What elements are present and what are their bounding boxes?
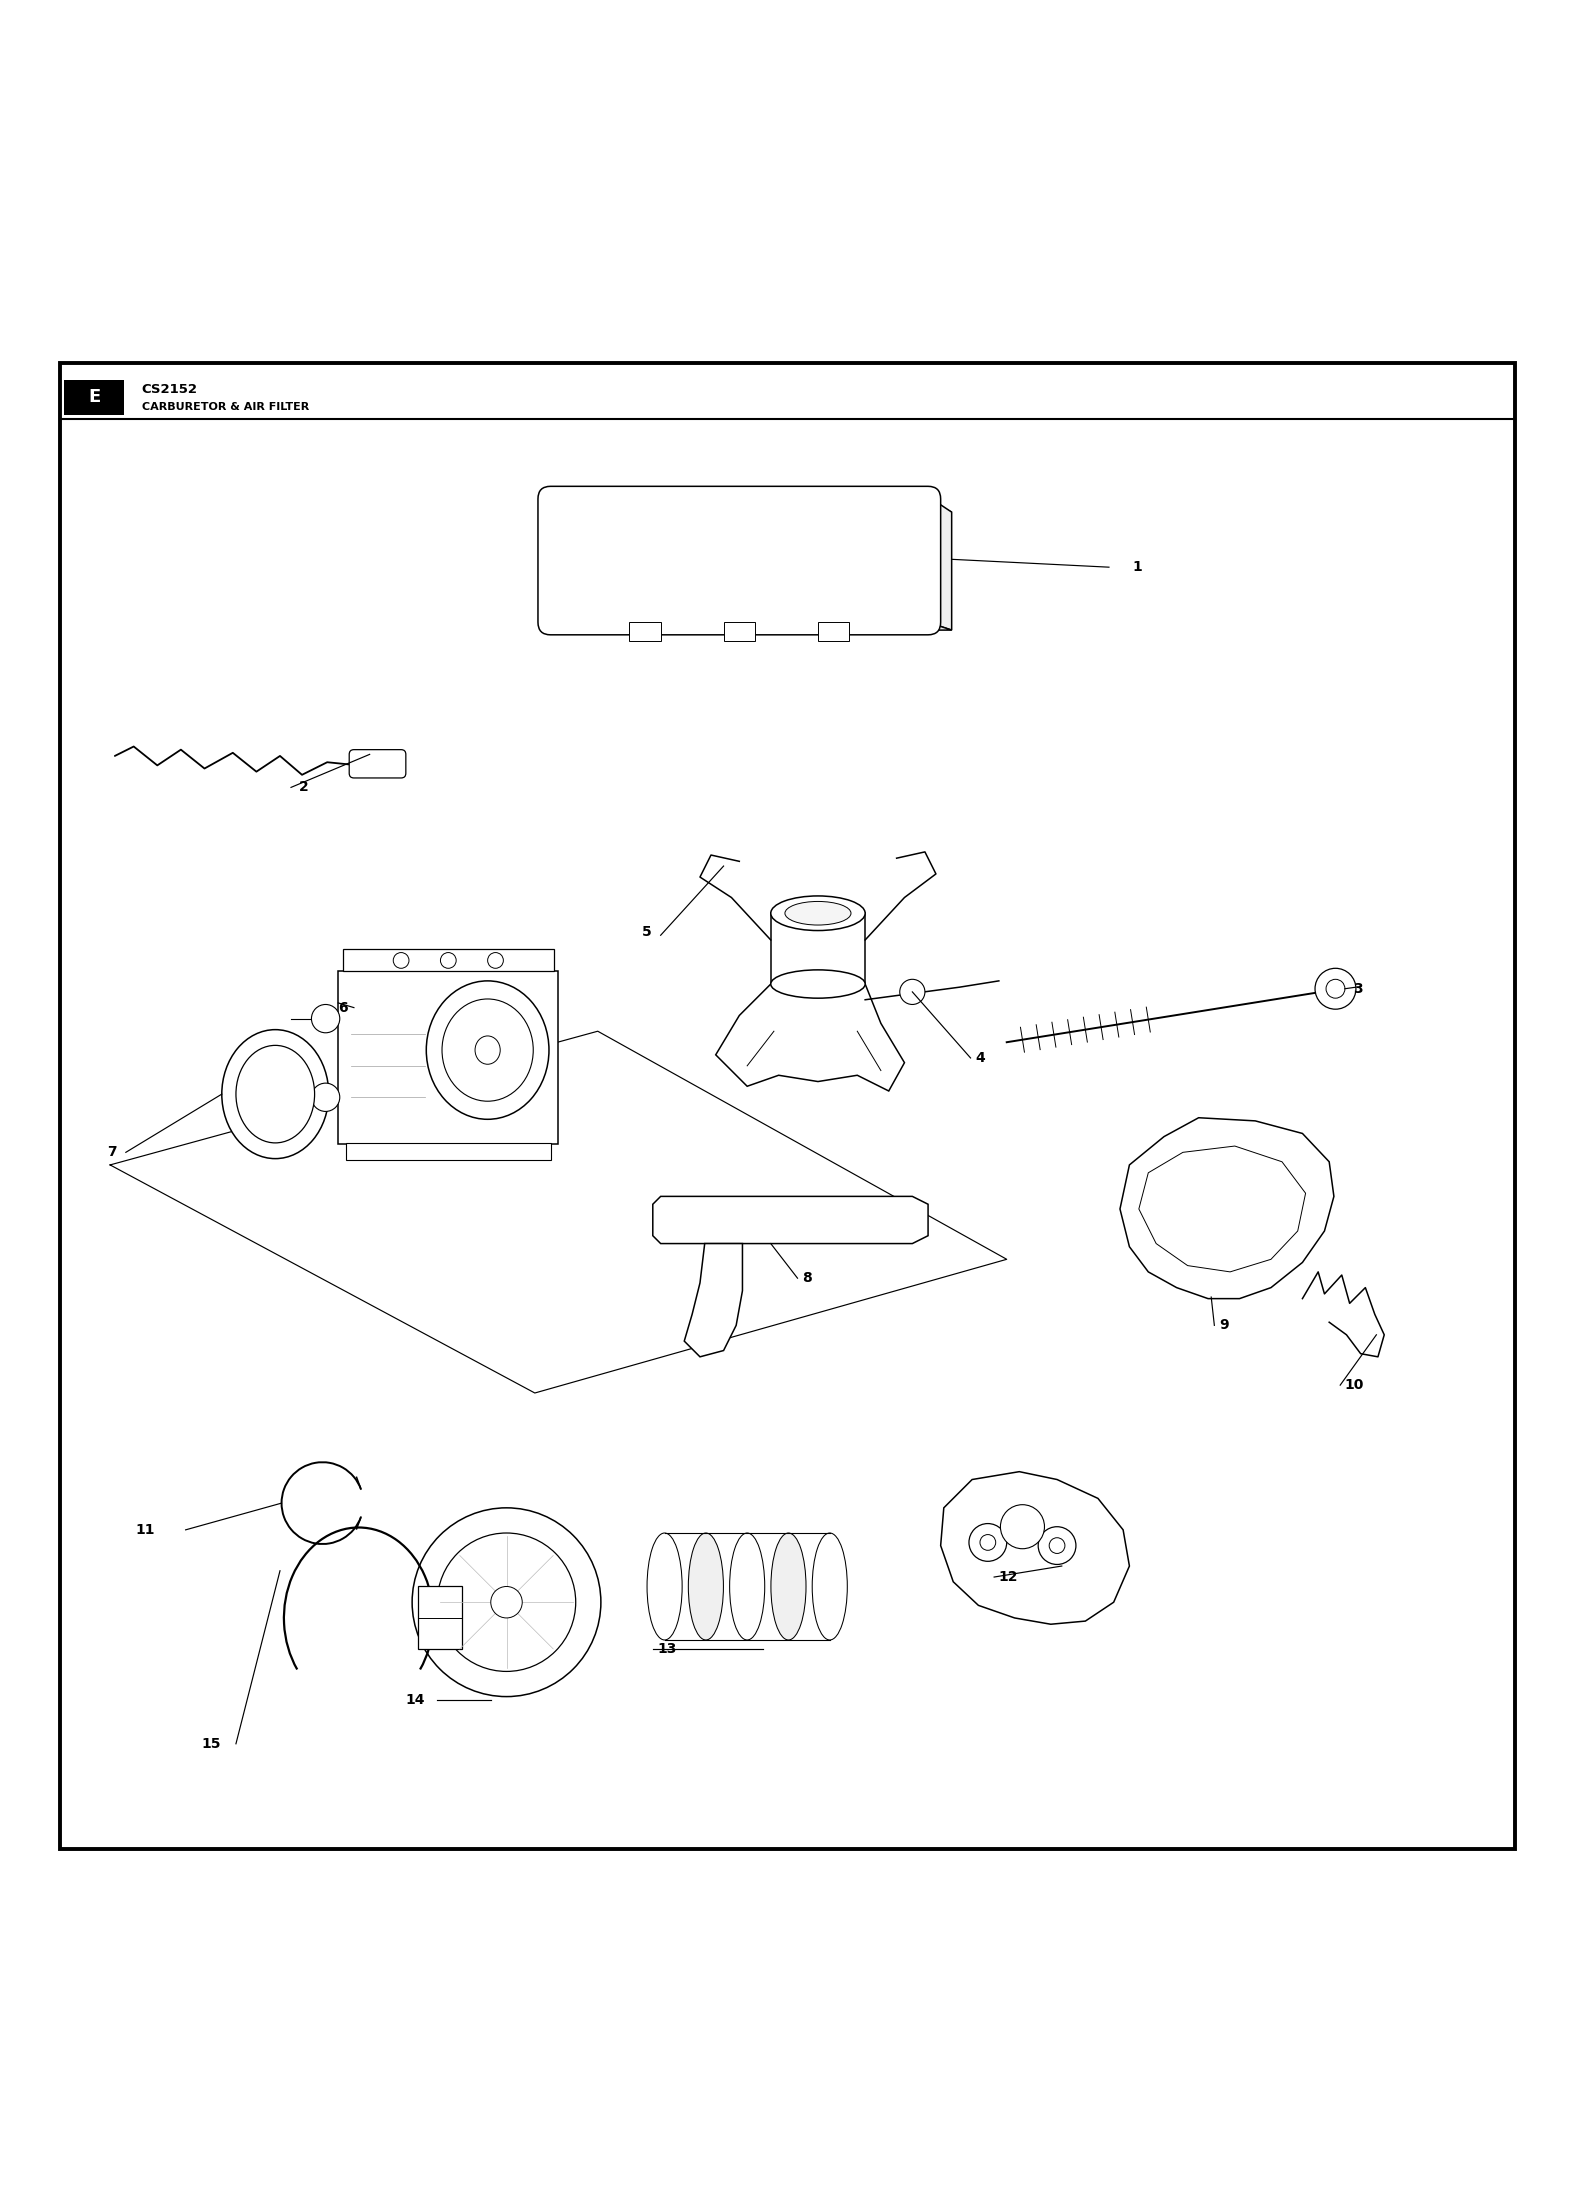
Circle shape bbox=[1038, 1527, 1076, 1565]
Text: 4: 4 bbox=[975, 1051, 985, 1065]
Text: 14: 14 bbox=[406, 1693, 425, 1706]
Ellipse shape bbox=[442, 998, 533, 1102]
Text: 3: 3 bbox=[1353, 981, 1362, 996]
Bar bbox=[818, 622, 849, 641]
Text: CARBURETOR & AIR FILTER: CARBURETOR & AIR FILTER bbox=[142, 401, 308, 412]
Ellipse shape bbox=[475, 1036, 500, 1065]
Polygon shape bbox=[684, 1243, 742, 1358]
Text: 13: 13 bbox=[658, 1642, 676, 1657]
Polygon shape bbox=[941, 1472, 1129, 1624]
Ellipse shape bbox=[771, 897, 865, 930]
Circle shape bbox=[1315, 968, 1356, 1009]
Text: 5: 5 bbox=[642, 926, 651, 939]
Text: 15: 15 bbox=[201, 1737, 220, 1750]
Ellipse shape bbox=[771, 1534, 805, 1640]
Circle shape bbox=[900, 979, 925, 1005]
Text: 6: 6 bbox=[338, 1001, 348, 1014]
Text: 9: 9 bbox=[1219, 1318, 1229, 1333]
Ellipse shape bbox=[647, 1534, 683, 1640]
Circle shape bbox=[440, 952, 456, 968]
Ellipse shape bbox=[426, 981, 549, 1120]
Ellipse shape bbox=[222, 1029, 329, 1159]
Circle shape bbox=[491, 1587, 522, 1618]
Polygon shape bbox=[653, 1197, 928, 1243]
Ellipse shape bbox=[785, 901, 851, 926]
FancyBboxPatch shape bbox=[349, 749, 406, 778]
Text: 7: 7 bbox=[107, 1146, 116, 1159]
Ellipse shape bbox=[771, 970, 865, 998]
Bar bbox=[338, 972, 558, 1144]
Bar bbox=[629, 622, 661, 641]
Ellipse shape bbox=[812, 1534, 848, 1640]
Text: 12: 12 bbox=[999, 1569, 1018, 1585]
Ellipse shape bbox=[1000, 1505, 1044, 1549]
Polygon shape bbox=[551, 622, 952, 630]
Polygon shape bbox=[1120, 1117, 1334, 1298]
Ellipse shape bbox=[730, 1534, 764, 1640]
Polygon shape bbox=[551, 496, 928, 622]
Text: 2: 2 bbox=[299, 780, 308, 793]
Circle shape bbox=[393, 952, 409, 968]
Polygon shape bbox=[566, 496, 952, 511]
Circle shape bbox=[488, 952, 503, 968]
Text: 10: 10 bbox=[1345, 1378, 1364, 1393]
Circle shape bbox=[311, 1005, 340, 1034]
Text: CS2152: CS2152 bbox=[142, 383, 198, 397]
FancyBboxPatch shape bbox=[538, 487, 941, 635]
Bar bbox=[64, 379, 124, 414]
Ellipse shape bbox=[689, 1534, 724, 1640]
Text: 1: 1 bbox=[1133, 560, 1142, 575]
Text: E: E bbox=[88, 388, 101, 406]
Text: 8: 8 bbox=[802, 1272, 812, 1285]
Circle shape bbox=[980, 1534, 996, 1549]
Circle shape bbox=[412, 1508, 601, 1697]
Circle shape bbox=[1049, 1538, 1065, 1554]
Bar bbox=[346, 1144, 551, 1159]
Circle shape bbox=[311, 1082, 340, 1111]
Bar bbox=[418, 1587, 462, 1649]
Text: 11: 11 bbox=[135, 1523, 154, 1536]
Circle shape bbox=[437, 1534, 576, 1671]
Polygon shape bbox=[928, 496, 952, 630]
Ellipse shape bbox=[236, 1045, 315, 1144]
Polygon shape bbox=[1139, 1146, 1306, 1272]
Circle shape bbox=[1326, 979, 1345, 998]
Polygon shape bbox=[716, 983, 904, 1091]
Bar bbox=[724, 622, 755, 641]
Circle shape bbox=[969, 1523, 1007, 1560]
Bar bbox=[343, 950, 554, 972]
